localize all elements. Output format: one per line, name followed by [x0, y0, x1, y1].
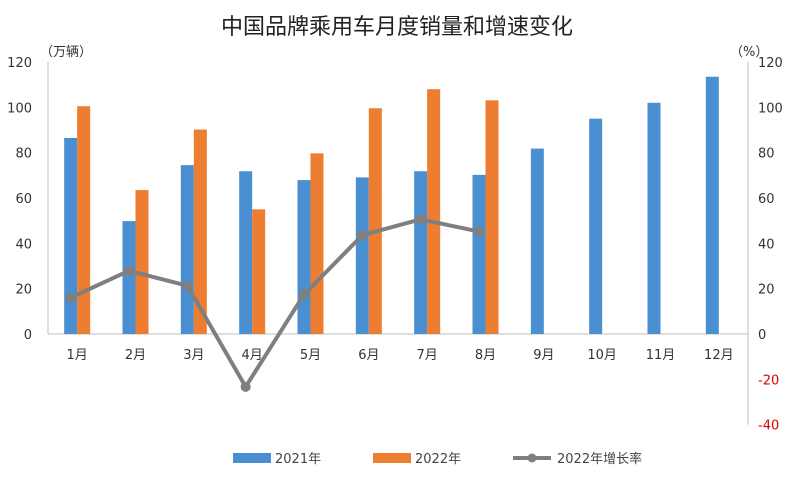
x-tick-label: 10月: [587, 348, 617, 363]
bar-a: [414, 171, 428, 334]
x-tick-label: 9月: [533, 348, 554, 363]
x-tick-label: 6月: [358, 348, 379, 363]
right-axis-unit: （%）: [730, 45, 768, 60]
right-tick-label: -40: [758, 419, 779, 434]
growth-point: [299, 289, 309, 300]
x-tick-label: 7月: [417, 348, 438, 363]
bar-b: [368, 108, 382, 335]
bar-a: [64, 137, 78, 334]
growth-point: [415, 214, 426, 225]
left-tick-label: 120: [7, 56, 32, 71]
x-tick-label: 8月: [475, 348, 496, 363]
right-tick-label: 120: [758, 56, 783, 71]
left-tick-label: 40: [15, 237, 32, 252]
growth-point: [182, 280, 193, 291]
legend-label: 2021年: [275, 452, 321, 467]
legend-marker: [527, 453, 537, 463]
x-tick-label: 5月: [300, 348, 321, 363]
growth-line: [69, 217, 480, 389]
bar-a: [530, 148, 544, 334]
growth-point: [65, 292, 76, 303]
right-tick-label: 0: [758, 328, 766, 343]
left-tick-label: 100: [7, 101, 32, 116]
growth-point: [357, 230, 368, 241]
bar-a: [355, 177, 369, 334]
bar-b: [252, 209, 266, 334]
right-tick-label: 80: [758, 147, 775, 162]
x-tick-label: 2月: [125, 348, 146, 363]
legend-label: 2022年增长率: [557, 451, 642, 467]
x-tick-label: 4月: [242, 348, 263, 363]
left-tick-label: 0: [24, 328, 32, 343]
right-tick-label: 60: [758, 192, 775, 207]
bar-b: [135, 190, 149, 334]
bar-a: [472, 174, 486, 334]
legend-label: 2022年: [415, 452, 461, 467]
legend-swatch: [373, 453, 411, 463]
bar-a: [122, 221, 136, 334]
growth-point: [240, 381, 251, 392]
legend: 2021年 2022年 2022年增长率: [233, 451, 642, 467]
chart-title: 中国品牌乘用车月度销量和增速变化: [221, 15, 573, 40]
bar-b: [427, 89, 441, 334]
right-tick-label: -20: [758, 373, 779, 388]
x-tick-label: 1月: [67, 348, 88, 363]
right-tick-label: 20: [758, 283, 775, 298]
bar-b: [485, 100, 499, 334]
left-axis-unit: （万辆）: [40, 45, 92, 60]
bar-b: [193, 129, 207, 334]
growth-point: [124, 265, 134, 276]
growth-point: [474, 226, 484, 237]
left-tick-label: 60: [15, 192, 32, 207]
bar-a: [589, 118, 603, 335]
x-tick-label: 12月: [704, 348, 734, 363]
bar-b: [310, 153, 324, 334]
bar-a: [180, 165, 194, 334]
x-tick-label: 3月: [183, 348, 204, 363]
x-tick-label: 11月: [646, 348, 676, 363]
bar-b: [77, 106, 91, 334]
plot-area: 120 100 80 60 40 20 0 120 100 80 60 40 20 0 -20 -40 1月 2月…: [7, 56, 783, 434]
left-tick-label: 80: [15, 147, 32, 162]
bar-a: [705, 76, 719, 334]
right-tick-label: 100: [758, 101, 783, 116]
bar-a: [239, 171, 253, 334]
legend-swatch: [233, 453, 271, 463]
left-tick-label: 20: [15, 283, 32, 298]
bar-a: [297, 180, 311, 334]
right-tick-label: 40: [758, 237, 775, 252]
bar-a: [647, 102, 661, 334]
